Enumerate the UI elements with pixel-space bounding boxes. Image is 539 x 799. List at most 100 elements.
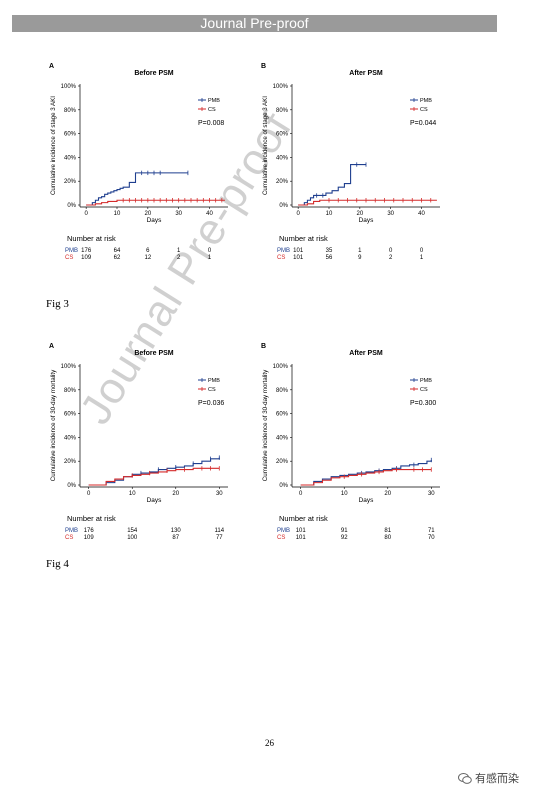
risk-table-cell: 0: [389, 248, 393, 254]
risk-table-cell: 109: [81, 255, 92, 261]
risk-table-cell: 92: [341, 535, 348, 541]
risk-table-cell: 1: [358, 248, 362, 254]
chart-title: After PSM: [349, 70, 383, 77]
y-axis-label: Cumulative incidence of 30-day mortality: [50, 369, 57, 481]
risk-table-cell: 109: [84, 535, 95, 541]
risk-table-cell: 154: [127, 528, 138, 534]
panel-letter: A: [49, 63, 54, 70]
y-tick-label: 0%: [279, 203, 288, 209]
risk-table-cell: 1: [208, 255, 212, 261]
x-tick-label: 20: [356, 211, 363, 217]
wechat-account-name: 有感而染: [475, 773, 519, 785]
x-tick-label: 30: [428, 491, 435, 497]
x-tick-label: 0: [299, 491, 303, 497]
risk-table-group-label: CS: [277, 255, 285, 261]
risk-table-cell: 87: [172, 535, 179, 541]
risk-table-cell: 0: [420, 248, 424, 254]
y-tick-label: 100%: [61, 364, 77, 370]
x-tick-label: 30: [216, 491, 223, 497]
chart-title: Before PSM: [134, 350, 173, 357]
x-axis-label: Days: [147, 217, 163, 224]
y-tick-label: 100%: [273, 84, 289, 90]
risk-table-cell: 114: [215, 528, 225, 534]
risk-table-title: Number at risk: [279, 514, 328, 523]
risk-table-group-label: PMB: [65, 528, 78, 534]
p-value: P=0.044: [410, 120, 436, 127]
risk-table-cell: 35: [326, 248, 333, 254]
risk-table-title: Number at risk: [67, 514, 116, 523]
risk-table-group-label: CS: [277, 535, 285, 541]
risk-table-cell: 2: [389, 255, 393, 261]
y-axis-label: Cumulative incidence of 30-day mortality: [262, 369, 269, 481]
risk-table-cell: 6: [146, 248, 150, 254]
legend-label: PMB: [420, 98, 432, 104]
risk-table-cell: 176: [81, 248, 92, 254]
y-tick-label: 20%: [276, 179, 289, 185]
legend-label: CS: [208, 387, 216, 393]
risk-table-cell: 77: [216, 535, 223, 541]
fig4-panel-b-chart: B After PSM 0% 20% 40% 60% 80% 100% 0 10 20 30 Days C…: [261, 343, 440, 541]
fig3-caption: Fig 3: [46, 298, 69, 310]
risk-table-cell: 81: [384, 528, 391, 534]
x-tick-label: 30: [387, 211, 394, 217]
x-tick-label: 0: [296, 211, 300, 217]
x-tick-label: 10: [326, 211, 333, 217]
p-value: P=0.300: [410, 400, 436, 407]
journal-preproof-banner: Journal Pre-proof: [12, 15, 497, 32]
y-tick-label: 0%: [279, 483, 288, 489]
y-tick-label: 20%: [64, 459, 77, 465]
risk-table-group-label: PMB: [277, 528, 290, 534]
risk-table-cell: 101: [293, 248, 304, 254]
risk-table-cell: 2: [177, 255, 181, 261]
x-tick-label: 0: [84, 211, 88, 217]
chart-title: Before PSM: [134, 70, 173, 77]
y-axis-label: Cumulative incidence of stage 3 AKI: [262, 96, 269, 195]
y-tick-label: 40%: [64, 435, 77, 441]
risk-table-cell: 176: [84, 528, 95, 534]
series-line-pmb: [298, 163, 366, 206]
y-tick-label: 40%: [64, 155, 77, 161]
legend-label: CS: [420, 387, 428, 393]
page-number: 26: [265, 738, 274, 748]
series-line-pmb: [86, 172, 188, 206]
risk-table-cell: 1: [420, 255, 424, 261]
x-axis-label: Days: [147, 497, 163, 504]
legend-label: CS: [208, 107, 216, 113]
y-tick-label: 0%: [67, 203, 76, 209]
x-axis-label: Days: [359, 217, 375, 224]
series-line-cs: [86, 199, 225, 206]
risk-table-cell: 62: [114, 255, 121, 261]
panel-letter: A: [49, 343, 54, 350]
y-tick-label: 60%: [64, 132, 77, 138]
legend-label: CS: [420, 107, 428, 113]
y-tick-label: 80%: [276, 108, 289, 114]
wechat-footer[interactable]: 有感而染: [458, 770, 519, 786]
legend-label: PMB: [208, 378, 220, 384]
risk-table-group-label: PMB: [65, 248, 78, 254]
y-tick-label: 100%: [273, 364, 289, 370]
risk-table-cell: 80: [384, 535, 391, 541]
risk-table-group-label: CS: [65, 255, 73, 261]
y-tick-label: 0%: [67, 483, 76, 489]
y-tick-label: 80%: [276, 388, 289, 394]
y-tick-label: 20%: [276, 459, 289, 465]
p-value: P=0.036: [198, 400, 224, 407]
x-axis-label: Days: [359, 497, 375, 504]
risk-table-title: Number at risk: [67, 234, 116, 243]
fig4-caption: Fig 4: [46, 558, 69, 570]
risk-table-cell: 9: [358, 255, 362, 261]
risk-table-cell: 91: [341, 528, 348, 534]
x-tick-label: 20: [172, 491, 179, 497]
risk-table-group-label: PMB: [277, 248, 290, 254]
series-line-cs: [300, 468, 432, 486]
x-tick-label: 30: [175, 211, 182, 217]
risk-table-cell: 101: [293, 255, 304, 261]
p-value: P=0.008: [198, 120, 224, 127]
y-tick-label: 100%: [61, 84, 77, 90]
wechat-icon: [458, 772, 472, 784]
risk-table-cell: 70: [428, 535, 435, 541]
y-tick-label: 60%: [276, 132, 289, 138]
risk-table-cell: 0: [208, 248, 212, 254]
